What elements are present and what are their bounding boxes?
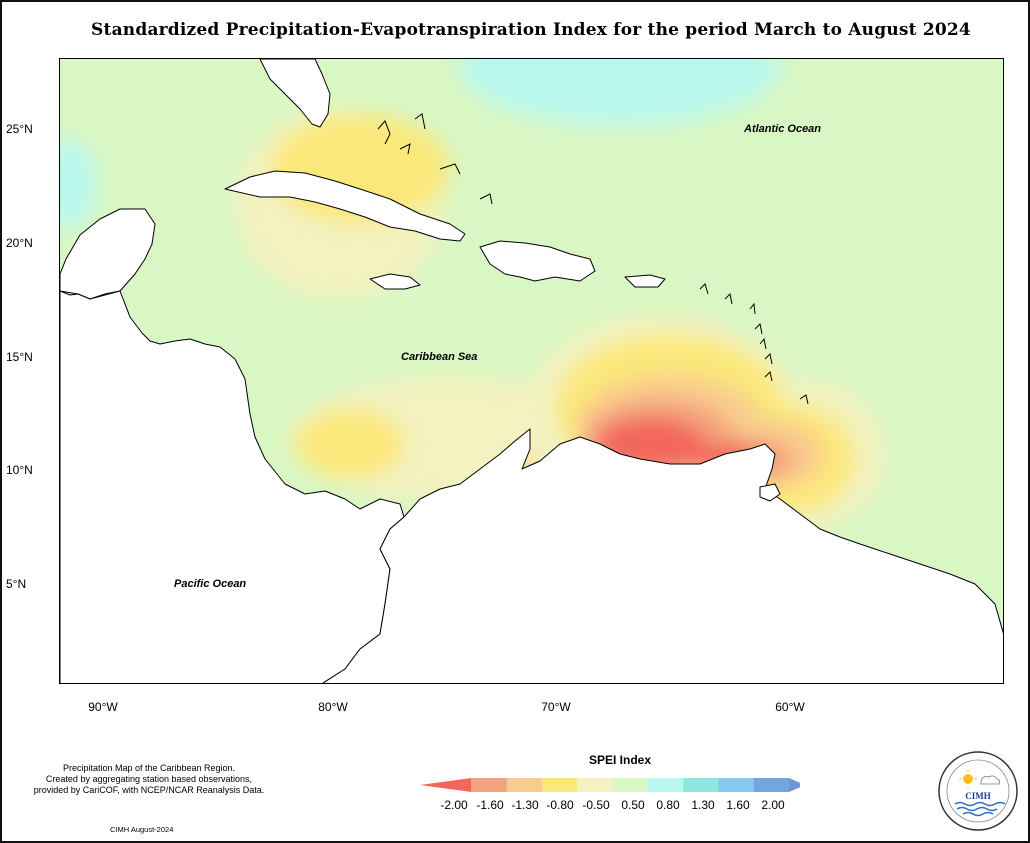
legend-swatch — [612, 778, 649, 792]
description-line-2: Created by aggregating station based obs… — [45, 774, 253, 784]
legend-swatch — [789, 778, 800, 792]
lon-label-80w: 80°W — [318, 700, 348, 714]
legend-swatch — [647, 778, 684, 792]
legend-swatch — [541, 778, 578, 792]
legend-colorbar — [420, 778, 800, 792]
legend-tick: -2.00 — [440, 798, 468, 812]
legend-swatch — [471, 778, 508, 792]
map-title: Standardized Precipitation-Evapotranspir… — [91, 20, 971, 40]
legend-tick: 1.30 — [691, 798, 715, 812]
legend-tick: -0.50 — [582, 798, 610, 812]
caribbean-sea-label: Caribbean Sea — [401, 351, 478, 363]
small-islands — [377, 113, 809, 405]
pacific-ocean-label: Pacific Ocean — [174, 578, 247, 590]
hispaniola — [479, 240, 596, 282]
legend-tick: -1.30 — [511, 798, 539, 812]
lat-label-25n: 25°N — [6, 122, 33, 136]
south-america — [322, 428, 1003, 683]
logo-text: CIMH — [965, 791, 991, 801]
description-line-1: Precipitation Map of the Caribbean Regio… — [62, 763, 236, 773]
legend-tick: 1.60 — [726, 798, 750, 812]
legend-swatch — [577, 778, 613, 792]
legend-title: SPEI Index — [588, 753, 652, 767]
map-canvas — [60, 59, 1003, 683]
puerto-rico — [624, 274, 666, 288]
legend-tick: 0.80 — [656, 798, 680, 812]
legend-tick: -1.60 — [476, 798, 504, 812]
description-line-3: provided by CariCOF, with NCEP/NCAR Rean… — [33, 785, 265, 795]
lat-label-5n: 5°N — [6, 577, 27, 591]
lon-label-60w: 60°W — [775, 700, 805, 714]
land-masses — [60, 59, 1003, 683]
florida — [259, 59, 331, 128]
jamaica — [369, 273, 421, 290]
legend-tick-labels: -2.00 -1.60 -1.30 -0.80 -0.50 0.50 0.80 … — [424, 798, 794, 814]
spei-map: Atlantic Ocean Caribbean Sea Pacific Oce… — [59, 58, 1004, 684]
sun-icon — [963, 774, 973, 784]
cuba — [224, 170, 466, 242]
cloud-icon — [980, 775, 1001, 785]
lat-label-20n: 20°N — [6, 236, 33, 250]
atlantic-ocean-label: Atlantic Ocean — [744, 123, 822, 135]
cimh-logo: CIMH — [938, 751, 1018, 831]
lat-label-15n: 15°N — [6, 350, 33, 364]
lon-label-90w: 90°W — [88, 700, 118, 714]
lon-label-70w: 70°W — [541, 700, 571, 714]
legend-swatch — [506, 778, 543, 792]
credit-text: CIMH August-2024 — [110, 825, 174, 834]
map-description: Precipitation Map of the Caribbean Regio… — [8, 763, 290, 796]
legend-swatch — [683, 778, 719, 792]
legend-swatch — [718, 778, 755, 792]
lat-label-10n: 10°N — [6, 463, 33, 477]
legend-tick: 0.50 — [621, 798, 645, 812]
legend-swatch — [753, 778, 790, 792]
legend-tick: 2.00 — [761, 798, 785, 812]
legend-tick: -0.80 — [546, 798, 574, 812]
legend-swatch — [420, 778, 472, 792]
trinidad — [759, 483, 781, 502]
